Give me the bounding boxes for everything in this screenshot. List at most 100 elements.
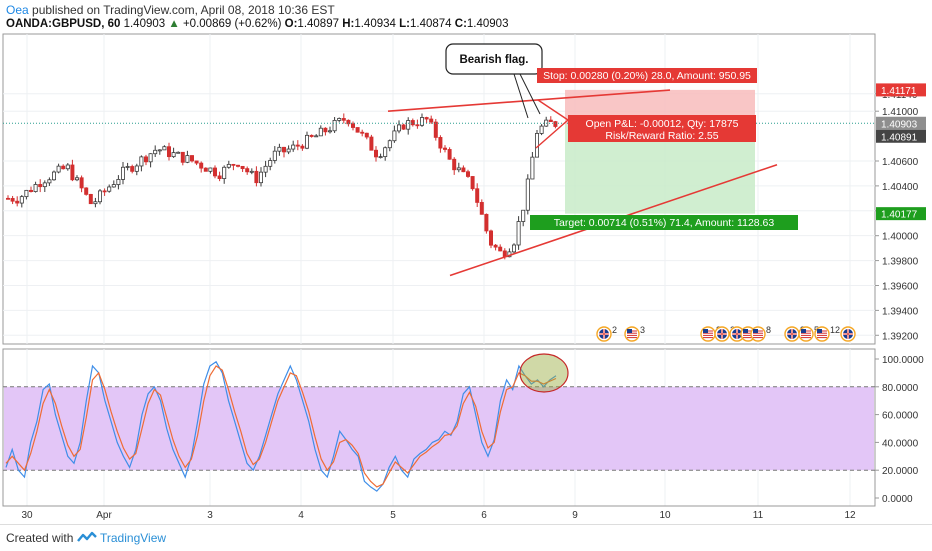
publish-line: Oea published on TradingView.com, April … (6, 3, 335, 17)
price-tag-text: 1.40903 (881, 119, 918, 130)
candle-body (373, 149, 378, 158)
pnl-label-text: Open P&L: -0.00012, Qty: 17875 (586, 118, 739, 130)
stoch-tick-label: 100.0000 (882, 355, 924, 366)
open-value: 1.40897 (297, 18, 339, 30)
candle-body (47, 179, 52, 184)
candle-body (530, 156, 535, 180)
price-tick-label: 1.41000 (882, 107, 919, 118)
candle-body (419, 117, 424, 126)
candle-body (512, 244, 517, 253)
candle-body (185, 155, 190, 163)
candle-body (166, 146, 171, 158)
candle-body (341, 118, 346, 121)
tradingview-brand[interactable]: TradingView (100, 531, 167, 545)
flag-canton (743, 329, 748, 333)
candle-body (392, 130, 397, 142)
last-price: 1.40903 (123, 18, 166, 30)
price-tag-red: 1.41171 (876, 83, 926, 97)
candle-body (277, 146, 282, 152)
candle-body (24, 189, 29, 198)
author-link[interactable]: Oea (6, 3, 29, 17)
candle-body (171, 152, 176, 158)
target-label-bg (530, 215, 798, 230)
candle-body (498, 246, 503, 252)
stoch-tick-label: 80.0000 (882, 383, 919, 394)
candle-body (245, 168, 250, 173)
candle-body (314, 135, 319, 138)
candle-body (461, 167, 466, 173)
candle-body (332, 119, 337, 132)
candle-body (93, 201, 98, 205)
candle-body (79, 177, 84, 189)
candle-body (291, 144, 296, 150)
candle-body (52, 171, 57, 181)
candle-body (360, 131, 365, 134)
candle-body (442, 147, 447, 150)
price-tag-bg (876, 83, 926, 97)
stop-label-text: Stop: 0.00280 (0.20%) 28.0, Amount: 950.… (543, 70, 751, 82)
candle-body (254, 170, 259, 184)
candle-body (295, 144, 300, 147)
stoch-k-line (5, 360, 557, 492)
candle-body (323, 127, 328, 133)
footer: Created with TradingView (0, 524, 932, 551)
price-tag-bg (876, 207, 926, 221)
candle-body (75, 177, 80, 181)
candle-body (194, 160, 199, 164)
candle-body (447, 149, 452, 160)
flag-canton (801, 329, 806, 333)
price-tick-label: 1.39200 (882, 331, 919, 342)
event-count: 3 (640, 325, 645, 335)
symbol-label[interactable]: OANDA:GBPUSD, 60 (6, 18, 121, 30)
callout-pointer (519, 73, 541, 115)
candle-body (208, 167, 213, 172)
high-label: H: (342, 18, 355, 30)
candle-body (553, 121, 558, 127)
price-tick-label: 1.40400 (882, 182, 919, 193)
candle-body (327, 130, 332, 133)
candle-body (548, 119, 553, 123)
stoch-band-fill (4, 386, 874, 471)
stop-label-bg (537, 68, 757, 83)
price-tag-green: 1.40177 (876, 207, 926, 221)
close-value: 1.40903 (466, 18, 509, 30)
candle-body (15, 200, 20, 204)
candle-body (240, 165, 245, 170)
low-label: L: (399, 18, 410, 30)
candle-body (346, 119, 351, 125)
candle-body (116, 179, 121, 185)
price-tag-text: 1.40891 (881, 132, 918, 143)
candle-body (424, 117, 429, 120)
x-tick-label: Apr (96, 510, 112, 521)
candle-body (222, 166, 227, 180)
candle-body (456, 167, 461, 171)
candle-body (162, 146, 167, 151)
candle-body (300, 145, 305, 149)
uk-flag-icon: 2 (596, 325, 617, 342)
candle-body (525, 178, 530, 211)
price-tick-label: 1.40000 (882, 232, 919, 243)
target-label: Target: 0.00714 (0.51%) 71.4, Amount: 11… (530, 215, 798, 230)
open-label: O: (284, 18, 298, 30)
candle-body (304, 134, 309, 149)
price-tick-label: 1.40600 (882, 157, 919, 168)
candle-body (465, 171, 470, 177)
pnl-label: Open P&L: -0.00012, Qty: 17875Risk/Rewar… (568, 115, 756, 142)
candle-body (143, 156, 148, 163)
candle-body (61, 165, 66, 170)
candle-body (272, 150, 277, 161)
candle-body (521, 209, 526, 222)
bearish-flag-callout: Bearish flag. (445, 43, 543, 119)
candle-body (28, 189, 33, 192)
callout-text: Bearish flag. (459, 54, 528, 66)
pnl-label-bg (568, 115, 756, 142)
chart-area[interactable]: 30Apr345691011121.411401.410001.406001.4… (0, 0, 932, 524)
tradingview-logo-icon[interactable] (77, 530, 97, 544)
candle-body (479, 202, 484, 215)
stop-label: Stop: 0.00280 (0.20%) 28.0, Amount: 950.… (537, 68, 757, 83)
candle-body (258, 171, 263, 184)
candle-body (433, 121, 438, 138)
price-tag-bg (876, 129, 926, 143)
candle-body (107, 186, 112, 192)
high-value: 1.40934 (354, 18, 396, 30)
